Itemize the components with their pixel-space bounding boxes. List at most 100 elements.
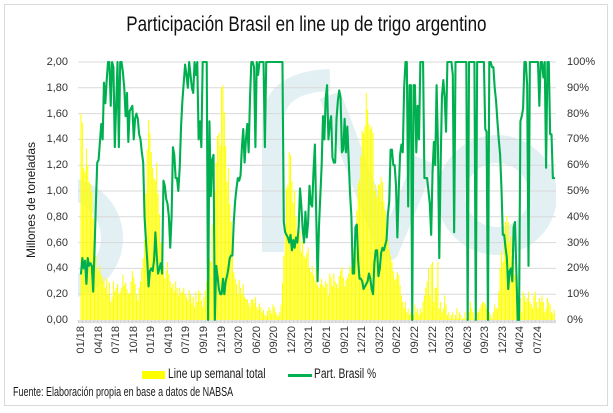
bar <box>444 295 446 320</box>
bar <box>534 291 536 320</box>
bar <box>365 92 367 321</box>
bar <box>461 318 463 320</box>
bar <box>175 281 177 320</box>
bar <box>542 301 544 320</box>
x-tick-label: 01/18 <box>75 326 87 354</box>
y-left-tick-label: 0,40 <box>46 262 68 275</box>
bar <box>476 312 478 320</box>
bar <box>505 221 507 320</box>
bar <box>336 283 338 320</box>
bar <box>88 181 90 320</box>
bar <box>195 291 197 320</box>
bar <box>346 277 348 320</box>
bar <box>253 303 255 320</box>
bar <box>165 270 167 320</box>
bar <box>514 274 516 320</box>
x-tick-label: 09/23 <box>479 326 492 354</box>
bar <box>248 303 250 320</box>
bar <box>146 149 148 320</box>
bar <box>403 308 405 320</box>
bar <box>189 294 192 320</box>
bar <box>377 184 379 320</box>
x-tick-label: 06/23 <box>461 326 474 354</box>
bar <box>311 265 313 320</box>
bar <box>187 300 189 320</box>
bar <box>111 296 113 320</box>
y-left-tick-label: 1,20 <box>46 159 68 172</box>
bar <box>110 301 112 320</box>
bar <box>177 295 179 320</box>
bar <box>196 301 198 320</box>
bar <box>121 287 123 320</box>
watermark-ring-left <box>78 179 123 297</box>
bar <box>176 287 178 320</box>
bar <box>314 281 316 320</box>
y-left-tick-label: 0,60 <box>46 236 68 249</box>
bar <box>98 270 100 320</box>
legend-swatch-line-up <box>142 371 165 379</box>
bar <box>83 167 85 320</box>
bar <box>227 167 229 320</box>
bar <box>419 308 421 320</box>
y-right-tick-label: 10% <box>567 288 590 301</box>
y-right-tick-label: 60% <box>567 159 590 172</box>
bar <box>383 201 385 320</box>
bar <box>413 314 415 320</box>
bar <box>245 299 247 320</box>
bar <box>521 312 523 320</box>
bar <box>118 294 120 320</box>
x-tick-label: 04/24 <box>514 326 527 354</box>
bar <box>480 304 482 320</box>
bar <box>527 291 530 320</box>
bar <box>250 299 252 320</box>
bar <box>252 299 254 320</box>
bar <box>452 312 454 320</box>
bar <box>395 278 397 320</box>
bar <box>218 132 220 320</box>
bar <box>226 181 228 320</box>
x-tick-label: 06/21 <box>321 326 334 354</box>
bar <box>256 307 258 320</box>
y-right-tick-label: 50% <box>567 185 590 197</box>
bar <box>326 283 328 320</box>
bar <box>129 292 131 320</box>
bar <box>471 308 473 320</box>
chart-title-container: Participación Brasil en line up de trigo… <box>0 11 613 39</box>
y-left-tick-label: 1,60 <box>46 107 68 120</box>
x-tick-label: 03/20 <box>233 326 246 354</box>
bar <box>417 308 419 320</box>
bar <box>144 240 146 320</box>
bar <box>235 283 237 320</box>
bar <box>511 255 513 320</box>
bar <box>483 301 485 320</box>
bar <box>488 312 490 320</box>
bar <box>319 283 321 320</box>
bar <box>333 273 335 320</box>
bar <box>363 132 365 320</box>
bar <box>486 308 488 320</box>
bar <box>310 272 312 320</box>
bar <box>348 273 350 320</box>
bar <box>446 314 448 320</box>
bar <box>453 318 455 320</box>
bar <box>172 283 174 320</box>
bar <box>496 308 498 320</box>
bar <box>464 312 466 320</box>
bar <box>442 308 444 320</box>
bar <box>522 291 524 320</box>
bar <box>200 300 202 320</box>
bar <box>533 295 535 320</box>
x-tick-label: 01/19 <box>145 326 158 354</box>
bar <box>498 291 500 320</box>
x-tick-label: 07/24 <box>531 326 544 354</box>
bar <box>400 295 402 320</box>
bar <box>430 264 432 320</box>
bar <box>149 132 151 320</box>
bar <box>303 255 305 320</box>
bar <box>532 308 534 320</box>
bar <box>104 287 106 320</box>
bar <box>548 301 550 320</box>
bar <box>418 314 420 320</box>
bar <box>523 295 525 320</box>
